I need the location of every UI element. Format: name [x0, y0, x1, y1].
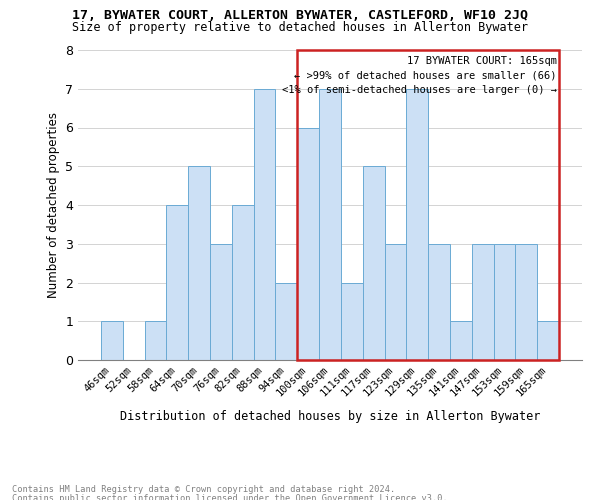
Bar: [515, 244, 537, 360]
Bar: [363, 166, 385, 360]
Bar: [210, 244, 232, 360]
Text: 17 BYWATER COURT: 165sqm
← >99% of detached houses are smaller (66)
<1% of semi-: 17 BYWATER COURT: 165sqm ← >99% of detac…: [282, 56, 557, 96]
Y-axis label: Number of detached properties: Number of detached properties: [47, 112, 59, 298]
Bar: [472, 244, 494, 360]
Bar: [319, 89, 341, 360]
Bar: [297, 128, 319, 360]
Bar: [188, 166, 210, 360]
Bar: [494, 244, 515, 360]
Bar: [275, 282, 297, 360]
Bar: [428, 244, 450, 360]
Bar: [232, 205, 254, 360]
Bar: [145, 322, 166, 360]
Bar: [385, 244, 406, 360]
Text: Contains public sector information licensed under the Open Government Licence v3: Contains public sector information licen…: [12, 494, 448, 500]
Bar: [537, 322, 559, 360]
Bar: [450, 322, 472, 360]
X-axis label: Distribution of detached houses by size in Allerton Bywater: Distribution of detached houses by size …: [120, 410, 540, 422]
Text: 17, BYWATER COURT, ALLERTON BYWATER, CASTLEFORD, WF10 2JQ: 17, BYWATER COURT, ALLERTON BYWATER, CAS…: [72, 9, 528, 22]
Bar: [254, 89, 275, 360]
Bar: [341, 282, 363, 360]
Text: Contains HM Land Registry data © Crown copyright and database right 2024.: Contains HM Land Registry data © Crown c…: [12, 485, 395, 494]
Bar: [166, 205, 188, 360]
Bar: [406, 89, 428, 360]
Bar: [101, 322, 123, 360]
Text: Size of property relative to detached houses in Allerton Bywater: Size of property relative to detached ho…: [72, 21, 528, 34]
Bar: [297, 50, 559, 360]
